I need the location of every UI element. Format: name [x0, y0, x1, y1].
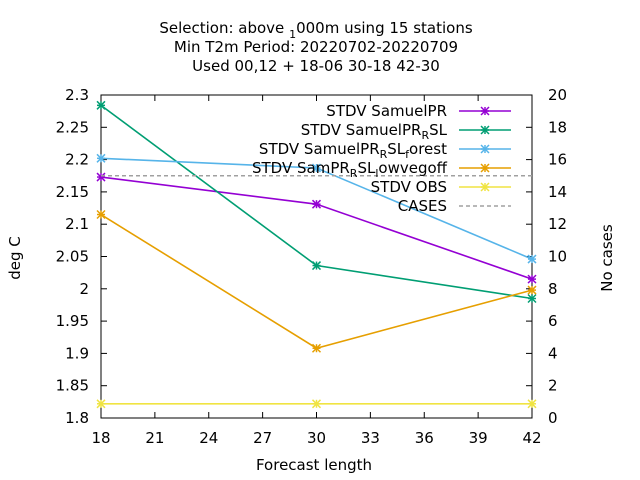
data-point	[527, 399, 537, 409]
series-line	[100, 213, 533, 350]
x-tick-label: 36	[415, 429, 434, 447]
x-tick-label: 30	[307, 429, 326, 447]
y-tick-label: 2.15	[56, 183, 89, 201]
legend-label: STDV SamuelPRRSLforest	[259, 140, 447, 161]
legend-item: STDV SamuelPRRSL	[301, 121, 511, 142]
chart-title: Selection: above 1000m using 15 stations…	[159, 19, 472, 75]
legend-marker	[480, 163, 490, 173]
y2-axis-label: No cases	[598, 224, 616, 292]
y2-tick-label: 16	[548, 151, 567, 169]
legend-item: STDV OBS	[371, 178, 511, 196]
title-line-3: Used 00,12 + 18-06 30-18 42-30	[192, 57, 440, 75]
data-point	[311, 199, 322, 209]
x-tick-label: 42	[522, 429, 541, 447]
data-point	[96, 153, 106, 163]
y2-tick-label: 20	[548, 86, 567, 104]
x-tick-label: 21	[145, 429, 164, 447]
data-point	[96, 209, 106, 220]
series-5	[96, 399, 537, 409]
series-1	[96, 172, 537, 284]
y-tick-label: 2.05	[56, 248, 89, 266]
y2-tick-label: 12	[548, 215, 567, 233]
y2-tick-label: 10	[548, 248, 567, 266]
x-tick-label: 18	[91, 429, 110, 447]
y-tick-label: 2.25	[56, 118, 89, 136]
y-tick-label: 1.95	[56, 312, 89, 330]
y-tick-label: 2.1	[65, 215, 89, 233]
data-point	[527, 285, 537, 295]
axis-labels: Forecast length deg C No cases	[6, 224, 616, 474]
data-point	[311, 261, 322, 271]
legend-item: STDV SamuelPRRSLforest	[259, 140, 511, 161]
legend-label: STDV SamuelPRRSL	[301, 121, 448, 142]
y-axis-label: deg C	[6, 236, 24, 280]
plot-area: 18 21 24 27 30 33 36 39 421.81.851.91.9522.052.1…	[56, 86, 568, 447]
y-tick-label: 2.2	[65, 151, 89, 169]
y2-tick-label: 2	[548, 377, 558, 395]
legend-item: STDV SamuelPR	[326, 102, 511, 120]
data-point	[96, 100, 106, 110]
data-series	[96, 100, 537, 409]
data-point	[96, 399, 106, 409]
y2-tick-label: 4	[548, 344, 558, 362]
legend-marker	[480, 106, 490, 116]
title-line-1: Selection: above 1000m using 15 stations	[159, 19, 472, 41]
data-point	[311, 163, 322, 173]
y2-tick-label: 18	[548, 118, 567, 136]
y-tick-label: 2.3	[65, 86, 89, 104]
legend-marker	[480, 144, 490, 154]
legend-label: STDV OBS	[371, 178, 447, 196]
title-line-2: Min T2m Period: 20220702-20220709	[174, 38, 458, 56]
data-point	[527, 293, 537, 304]
x-tick-label: 33	[361, 429, 380, 447]
series-2	[96, 100, 537, 304]
data-point	[96, 172, 106, 182]
data-point	[311, 399, 322, 409]
y2-tick-label: 6	[548, 312, 558, 330]
legend-marker	[480, 182, 490, 192]
data-point	[527, 254, 537, 264]
y-tick-label: 1.85	[56, 377, 89, 395]
y2-tick-label: 14	[548, 183, 567, 201]
series-4	[96, 209, 537, 353]
y2-tick-label: 0	[548, 409, 558, 427]
legend-label: STDV SamuelPR	[326, 102, 447, 120]
legend-label: STDV SamPRRSLlowvegoff	[252, 159, 448, 180]
y2-tick-label: 8	[548, 280, 558, 298]
y-tick-label: 1.8	[65, 409, 89, 427]
x-tick-label: 27	[253, 429, 272, 447]
legend-item: STDV SamPRRSLlowvegoff	[252, 159, 511, 180]
legend-label: CASES	[398, 197, 447, 215]
legend-item: CASES	[398, 197, 511, 215]
x-axis-label: Forecast length	[256, 456, 372, 474]
y-tick-label: 2	[79, 280, 89, 298]
y-tick-label: 1.9	[65, 344, 89, 362]
x-tick-label: 24	[199, 429, 218, 447]
x-tick-label: 39	[469, 429, 488, 447]
data-point	[311, 343, 322, 353]
data-point	[527, 274, 537, 284]
series-3	[96, 153, 537, 264]
legend-marker	[480, 125, 490, 135]
